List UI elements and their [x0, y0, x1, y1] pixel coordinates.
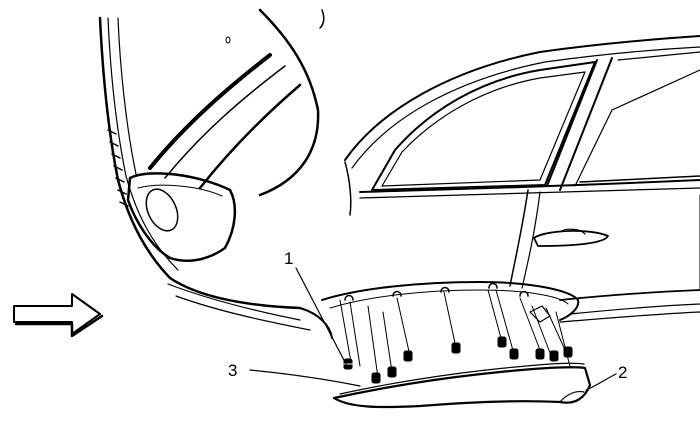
headlamp — [126, 172, 237, 262]
clip — [371, 372, 381, 384]
clip — [497, 336, 507, 348]
car-body-side — [344, 35, 700, 323]
forward-arrow-icon — [13, 293, 104, 338]
clip — [549, 350, 559, 362]
clip — [563, 346, 573, 358]
clip — [535, 348, 545, 360]
callout-label-1: 1 — [284, 249, 293, 268]
clip — [403, 350, 413, 362]
hood-line — [148, 8, 325, 197]
rocker-opening — [321, 281, 580, 323]
callout-leaders — [249, 267, 617, 391]
rocker-molding-panel — [332, 362, 592, 409]
clip — [387, 366, 397, 378]
callout-label-3: 3 — [228, 361, 237, 380]
front-bumper — [98, 16, 333, 339]
callout-leader-1 — [295, 267, 347, 365]
clip — [341, 358, 355, 370]
clip — [509, 348, 519, 360]
callout-leader-3 — [249, 369, 361, 387]
callout-leader-2 — [585, 373, 617, 391]
callout-label-2: 2 — [618, 363, 627, 382]
fastener-guide-lines — [339, 289, 573, 379]
clip — [451, 342, 461, 354]
